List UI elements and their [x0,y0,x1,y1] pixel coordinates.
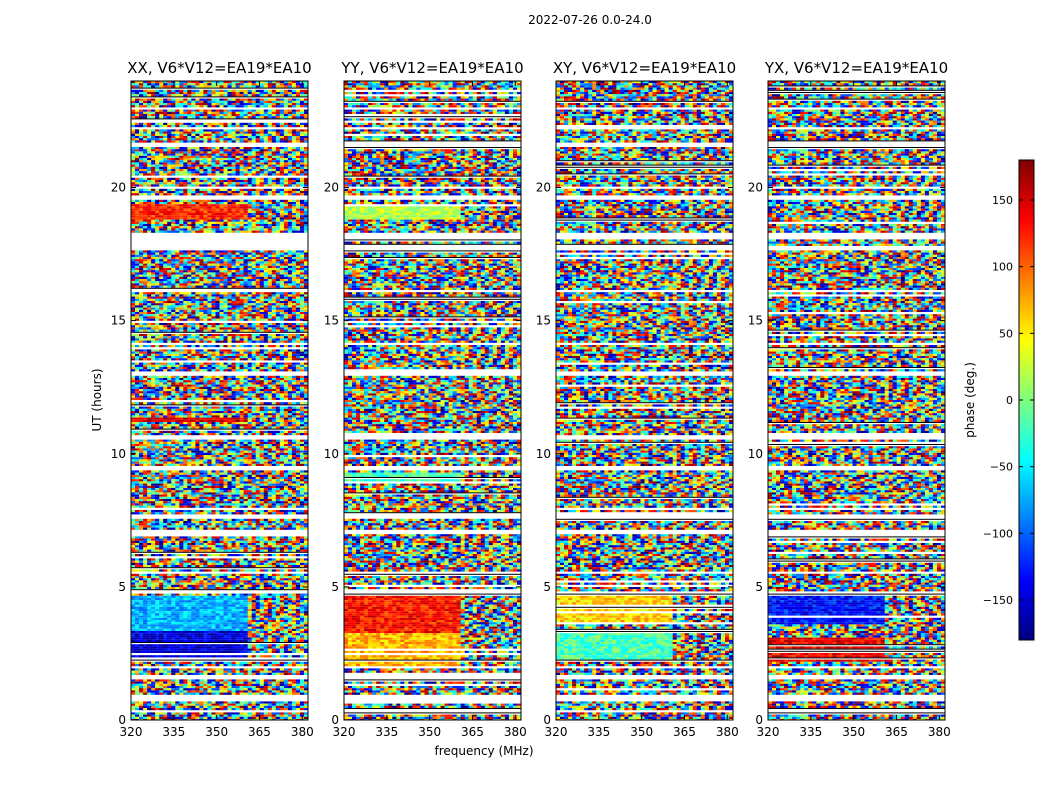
x-tick-label: 350 [418,725,441,739]
heatmap-image [131,81,308,720]
axes-frame [343,80,522,721]
figure-suptitle: 2022-07-26 0.0-24.0 [0,13,1050,27]
x-tick-label: 320 [757,725,780,739]
colorbar-tick-label: 0 [1006,394,1013,407]
x-tick-label: 320 [545,725,568,739]
y-tick-label: 20 [324,181,339,195]
x-tick-label: 320 [120,725,143,739]
panel-title: XX, V6*V12=EA19*EA10 [127,59,311,77]
y-tick-label: 0 [118,713,126,727]
y-tick-label: 5 [118,580,126,594]
panel-title: YY, V6*V12=EA19*EA10 [340,59,523,77]
x-tick-label: 350 [630,725,653,739]
x-tick-label: 380 [291,725,314,739]
x-tick-label: 335 [799,725,822,739]
colorbar-tick-label: 100 [992,261,1013,274]
panel-0: XX, V6*V12=EA19*EA10 320 335 350 365 380 0 5 10 1… [111,59,314,739]
y-tick-label: 15 [111,314,126,328]
x-tick-label: 365 [461,725,484,739]
colorbar: 150 100 50 0 −50 −100 −150 phase (deg.) [963,159,1035,641]
panel-title: XY, V6*V12=EA19*EA10 [553,59,736,77]
heatmap-image [344,81,521,720]
colorbar-tick-label: 50 [999,327,1013,340]
x-tick-label: 350 [842,725,865,739]
y-tick-label: 10 [324,447,339,461]
panel-3: YX, V6*V12=EA19*EA10 320 335 350 365 380 0 5 10 1… [748,59,951,739]
y-tick-label: 20 [536,181,551,195]
panel-1: YY, V6*V12=EA19*EA10 320 335 350 365 380 0 5 10 1… [324,59,527,739]
y-tick-label: 10 [748,447,763,461]
y-tick-label: 5 [543,580,551,594]
x-tick-label: 365 [248,725,271,739]
x-tick-label: 365 [673,725,696,739]
y-tick-label: 0 [543,713,551,727]
x-tick-label: 380 [716,725,739,739]
x-tick-label: 365 [885,725,908,739]
x-tick-label: 380 [928,725,951,739]
colorbar-tick-label: −50 [990,461,1013,474]
heatmap-image [556,81,733,720]
y-axis-label: UT (hours) [90,368,104,431]
panel-title: YX, V6*V12=EA19*EA10 [764,59,948,77]
axes-frame [767,80,946,721]
axes-frame [555,80,734,721]
x-tick-label: 335 [375,725,398,739]
colorbar-tick-label: −100 [983,527,1013,540]
y-tick-label: 20 [111,181,126,195]
y-tick-label: 10 [111,447,126,461]
panel-2: XY, V6*V12=EA19*EA10 320 335 350 365 380 0 5 10 1… [536,59,739,739]
x-tick-label: 380 [504,725,527,739]
colorbar-label: phase (deg.) [963,362,977,438]
y-tick-label: 5 [755,580,763,594]
y-tick-label: 10 [536,447,551,461]
axes-frame [130,80,309,721]
x-tick-label: 335 [162,725,185,739]
colorbar-tick-label: 150 [992,194,1013,207]
y-tick-label: 5 [331,580,339,594]
y-tick-label: 0 [755,713,763,727]
x-tick-label: 350 [205,725,228,739]
y-tick-label: 15 [536,314,551,328]
heatmap-image [768,81,945,720]
x-tick-label: 320 [333,725,356,739]
y-tick-label: 20 [748,181,763,195]
y-tick-label: 15 [748,314,763,328]
colorbar-tick-label: −150 [983,594,1013,607]
x-axis-label: frequency (MHz) [434,744,533,758]
x-tick-label: 335 [587,725,610,739]
y-tick-label: 15 [324,314,339,328]
y-tick-label: 0 [331,713,339,727]
